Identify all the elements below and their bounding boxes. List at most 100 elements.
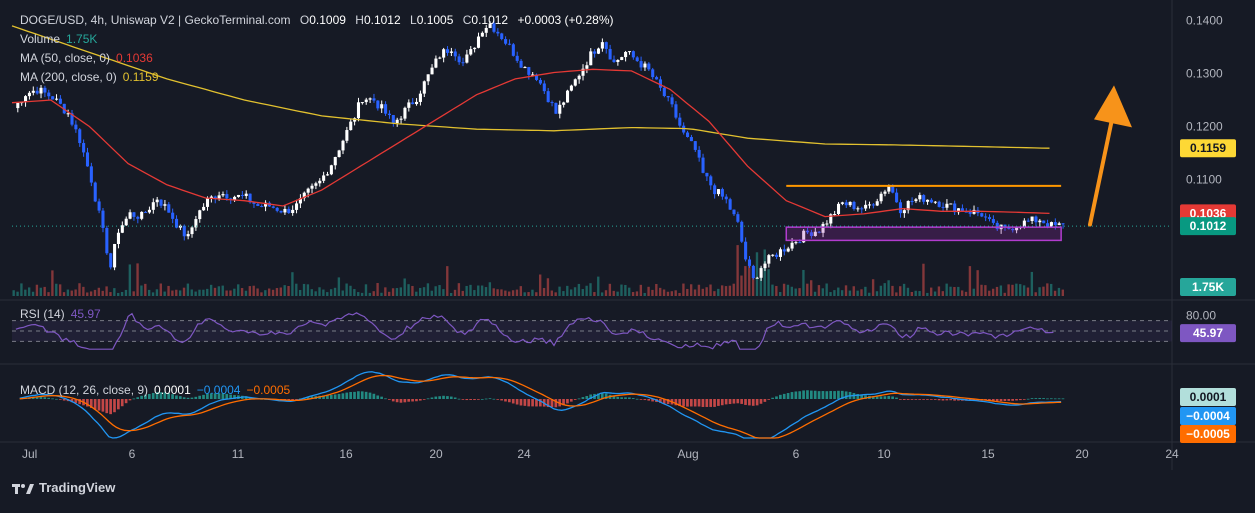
volume-bar	[240, 288, 244, 296]
volume-bar	[190, 289, 193, 296]
volume-badge-bg	[1180, 278, 1236, 296]
candle-body	[47, 92, 51, 97]
volume-bar	[802, 269, 805, 296]
candle-body	[132, 212, 136, 217]
volume-bar	[109, 292, 112, 296]
volume-bar	[899, 286, 902, 296]
macd-histogram-bar	[500, 399, 503, 401]
time-tick-label: 24	[1165, 447, 1179, 461]
candle-body	[244, 193, 248, 196]
macd-histogram-bar	[418, 399, 422, 401]
volume-bar	[790, 286, 794, 296]
candle-body	[1034, 216, 1038, 223]
macd-histogram-bar	[546, 399, 550, 408]
volume-bar	[399, 287, 403, 296]
candle-body	[469, 49, 473, 55]
volume-bar	[779, 292, 782, 296]
close-label: C	[462, 13, 472, 27]
candle-body	[728, 199, 732, 210]
volume-bar	[314, 291, 317, 296]
volume-bar	[821, 288, 824, 296]
macd-histogram-bar	[759, 399, 763, 404]
candle-body	[542, 83, 546, 92]
macd-histogram-bar	[573, 399, 577, 400]
volume-bar	[194, 291, 197, 296]
volume-bar	[813, 291, 817, 296]
candle-body	[922, 195, 926, 202]
candle-body	[295, 203, 299, 210]
macd-histogram-bar	[426, 398, 430, 400]
volume-bar	[829, 292, 832, 296]
volume-bar	[1042, 286, 1045, 296]
candle-body	[960, 208, 964, 212]
candle-body	[964, 211, 968, 213]
macd-histogram-bar	[995, 399, 999, 402]
macd-histogram-bar	[937, 399, 941, 401]
volume-bar	[539, 274, 542, 296]
candle-body	[991, 219, 995, 223]
volume-bar	[442, 289, 445, 296]
candle-body	[933, 201, 937, 203]
candle-body	[627, 51, 632, 53]
macd-histogram-bar	[120, 399, 124, 407]
volume-bar	[902, 283, 906, 296]
volume-bar	[569, 289, 573, 296]
tradingview-logo[interactable]: TradingView	[12, 480, 115, 495]
macd-histogram-bar	[155, 392, 159, 399]
macd-histogram-bar	[508, 399, 511, 403]
candle-body	[794, 242, 798, 244]
open-value: 0.1009	[309, 13, 346, 27]
volume-bar	[581, 289, 584, 296]
candle-body	[391, 115, 395, 124]
candle-body	[639, 61, 643, 68]
candle-body	[229, 198, 233, 200]
candle-body	[1022, 220, 1026, 228]
volume-bar	[415, 291, 418, 296]
candle-body	[821, 223, 825, 233]
macd-histogram-bar	[124, 399, 128, 404]
macd-histogram-bar	[790, 392, 794, 399]
macd-histogram-bar	[430, 397, 434, 399]
macd-histogram-bar	[635, 398, 639, 400]
volume-bar	[748, 262, 751, 296]
candle-body	[906, 201, 910, 211]
candle-body	[403, 107, 407, 119]
time-tick-label: 6	[129, 447, 136, 461]
macd-histogram-bar	[310, 396, 314, 399]
candle-body	[66, 113, 70, 115]
volume-bar	[418, 287, 422, 296]
macd-histogram-bar	[569, 399, 573, 402]
candle-body	[763, 263, 767, 269]
candle-body	[655, 77, 659, 80]
macd-histogram-bar	[151, 392, 155, 399]
volume-bar	[960, 290, 964, 296]
volume-bar	[732, 283, 735, 296]
macd-histogram-bar	[918, 399, 922, 400]
candle-body	[368, 98, 372, 100]
macd-histogram-bar	[380, 396, 383, 399]
volume-bar	[89, 291, 93, 296]
macd-histogram-bar	[105, 399, 109, 414]
candle-body	[658, 79, 662, 88]
volume-bar	[488, 282, 492, 296]
macd-histogram-bar	[178, 396, 182, 399]
candle-body	[333, 157, 337, 166]
volume-bar	[51, 270, 54, 296]
candle-body	[678, 117, 682, 126]
volume-bar	[593, 292, 596, 296]
candle-body	[198, 210, 202, 220]
candle-body	[798, 242, 802, 244]
volume-bar	[275, 288, 279, 296]
candle-body	[298, 198, 302, 204]
candle-body	[453, 51, 457, 57]
candle-body	[310, 185, 314, 189]
volume-bar	[527, 292, 530, 296]
candle-body	[666, 96, 670, 98]
volume-bar	[825, 283, 828, 296]
volume-bar	[852, 286, 855, 296]
candle-body	[140, 211, 144, 219]
volume-bar	[469, 284, 472, 296]
volume-bar	[964, 291, 968, 296]
